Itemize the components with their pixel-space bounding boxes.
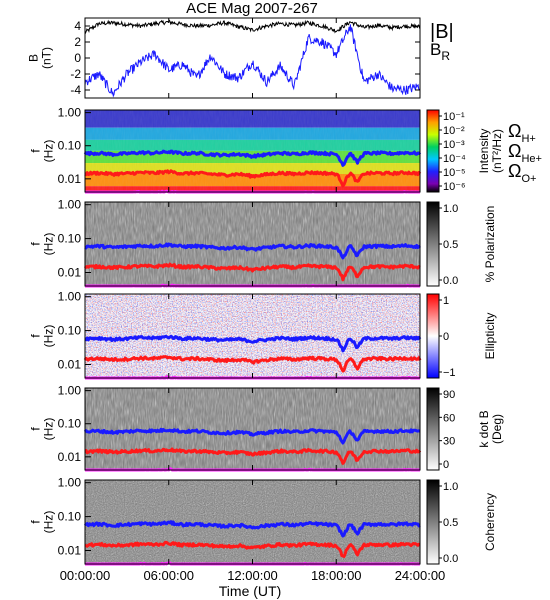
intensity-cbar-label-line: (nT²/Hz) bbox=[490, 129, 504, 173]
kdotb-cbar-tick-label: 0 bbox=[443, 459, 449, 471]
coherency-colorbar bbox=[427, 480, 439, 564]
ellipticity-cbar-tick-label: −1 bbox=[443, 367, 456, 379]
coherency-ylabel-line: (Hz) bbox=[42, 511, 56, 534]
b-legend: |B| BR bbox=[430, 21, 454, 63]
gyro-legend-sub: He+ bbox=[521, 153, 542, 165]
legend-br-main: B bbox=[430, 40, 441, 59]
polarization-cbar-label-line: % Polarization bbox=[483, 206, 497, 283]
polarization-ytick-label: 0.01 bbox=[58, 266, 82, 280]
b-ytick-label: -2 bbox=[70, 67, 81, 81]
intensity-colorbar bbox=[427, 110, 439, 192]
coherency-cbar-tick-label: 0.0 bbox=[443, 553, 458, 565]
ellipticity-ylabel: f(Hz) bbox=[29, 325, 56, 348]
coherency-ylabel: f(Hz) bbox=[29, 511, 56, 534]
kdotb-ytick-label: 0.10 bbox=[58, 417, 82, 431]
intensity-ylabel-line: (Hz) bbox=[42, 140, 56, 163]
intensity-cbar-label: Intensity(nT²/Hz) bbox=[477, 129, 504, 174]
kdotb-cbar-tick-label: 60 bbox=[443, 412, 455, 424]
gyro-legend-symbol: Ω bbox=[508, 141, 521, 161]
b-ytick-label: -4 bbox=[70, 83, 81, 97]
intensity-ytick-label: 1.00 bbox=[58, 106, 82, 120]
coherency-cbar-label-line: Coherency bbox=[483, 493, 497, 551]
coherency-cbar-label: Coherency bbox=[483, 493, 497, 551]
ellipticity-cbar-tick-label: 1 bbox=[443, 295, 449, 307]
kdotb-ytick-label: 1.00 bbox=[58, 384, 82, 398]
gyrofrequency-legend: ΩH+ΩHe+ΩO+ bbox=[508, 121, 542, 185]
coherency-ytick-label: 0.01 bbox=[58, 544, 82, 558]
intensity-cbar-tick-label: 10⁻⁵ bbox=[443, 167, 466, 179]
ellipticity-cbar-label-line: Ellipticity bbox=[483, 313, 497, 360]
x-tick-label: 24:00:00 bbox=[395, 568, 446, 583]
x-tick-label: 18:00:00 bbox=[311, 568, 362, 583]
polarization-ytick-label: 1.00 bbox=[58, 198, 82, 212]
b-ytick-label: 2 bbox=[74, 35, 81, 49]
polarization-cbar-tick-label: 0.0 bbox=[443, 275, 458, 287]
intensity-cbar-label-line: Intensity bbox=[477, 129, 491, 174]
kdotb-ylabel: f(Hz) bbox=[29, 418, 56, 441]
intensity-ytick-label: 0.01 bbox=[58, 172, 82, 186]
polarization-cbar-tick-label: 1.0 bbox=[443, 203, 458, 215]
kdotb-colorbar bbox=[427, 388, 439, 470]
intensity-ylabel: f(Hz) bbox=[29, 140, 56, 163]
kdotb-ylabel-line: f bbox=[29, 427, 43, 431]
intensity-cbar-tick-label: 10⁻¹ bbox=[443, 111, 465, 123]
intensity-cbar-tick-label: 10⁻⁴ bbox=[443, 153, 466, 165]
ellipticity-ylabel-line: (Hz) bbox=[42, 325, 56, 348]
ellipticity-ytick-label: 0.01 bbox=[58, 358, 82, 372]
ellipticity-cbar-tick-label: 0 bbox=[443, 331, 449, 343]
x-tick-label: 00:00:00 bbox=[60, 568, 111, 583]
gyro-legend-symbol: Ω bbox=[508, 161, 521, 181]
legend-br-sub: R bbox=[441, 49, 450, 63]
b-ylabel-line: B bbox=[27, 54, 41, 62]
polarization-cbar-tick-label: 0.5 bbox=[443, 239, 458, 251]
ellipticity-ytick-label: 0.10 bbox=[58, 324, 82, 338]
intensity-ytick-label: 0.10 bbox=[58, 139, 82, 153]
kdotb-ytick-label: 0.01 bbox=[58, 450, 82, 464]
b-ytick-label: 4 bbox=[74, 19, 81, 33]
panel-layer: 420-2-4B(nT)1.000.100.01f(Hz)10⁻¹10⁻²10⁻… bbox=[27, 18, 505, 565]
b-ylabel-line: (nT) bbox=[40, 47, 54, 69]
intensity-texture bbox=[85, 110, 420, 192]
coherency-ytick-label: 1.00 bbox=[58, 476, 82, 490]
b-ylabel: B(nT) bbox=[27, 47, 54, 69]
ellipticity-ylabel-line: f bbox=[29, 334, 43, 338]
intensity-cbar-tick-label: 10⁻² bbox=[443, 125, 465, 137]
coherency-cbar-tick-label: 0.5 bbox=[443, 517, 458, 529]
intensity-cbar-tick-label: 10⁻⁶ bbox=[443, 181, 466, 193]
x-tick-label: 06:00:00 bbox=[143, 568, 194, 583]
x-axis-labels: 00:00:00 06:00:00 12:00:00 18:00:00 24:00:00 bbox=[60, 568, 446, 583]
coherency-ylabel-line: f bbox=[29, 520, 43, 524]
polarization-ylabel-line: f bbox=[29, 242, 43, 246]
ellipticity-ytick-label: 1.00 bbox=[58, 290, 82, 304]
intensity-cbar-tick-label: 10⁻³ bbox=[443, 139, 465, 151]
kdotb-cbar-tick-label: 90 bbox=[443, 389, 455, 401]
kdotb-cbar-label: k dot B(Deg) bbox=[477, 410, 504, 447]
ellipticity-cbar-label: Ellipticity bbox=[483, 313, 497, 360]
kdotb-ylabel-line: (Hz) bbox=[42, 418, 56, 441]
coherency-ytick-label: 0.10 bbox=[58, 510, 82, 524]
polarization-cbar-label: % Polarization bbox=[483, 206, 497, 283]
gyro-legend-symbol: Ω bbox=[508, 121, 521, 141]
gyro-legend-sub: O+ bbox=[521, 173, 536, 185]
b-ytick-label: 0 bbox=[74, 51, 81, 65]
coherency-texture bbox=[85, 480, 420, 564]
gyro-legend-sub: H+ bbox=[521, 133, 535, 145]
intensity-ylabel-line: f bbox=[29, 149, 43, 153]
polarization-ytick-label: 0.10 bbox=[58, 232, 82, 246]
chart-title: ACE Mag 2007-267 bbox=[186, 0, 318, 17]
x-axis-title: Time (UT) bbox=[219, 583, 281, 599]
x-tick-label: 12:00:00 bbox=[227, 568, 278, 583]
kdotb-cbar-tick-label: 30 bbox=[443, 436, 455, 448]
ellipticity-colorbar bbox=[427, 294, 439, 378]
kdotb-cbar-label-line: (Deg) bbox=[490, 414, 504, 444]
kdotb-cbar-label-line: k dot B bbox=[477, 410, 491, 447]
coherency-cbar-tick-label: 1.0 bbox=[443, 481, 458, 493]
legend-br: BR bbox=[430, 40, 450, 63]
kdotb-texture bbox=[85, 388, 420, 470]
polarization-ylabel: f(Hz) bbox=[29, 233, 56, 256]
polarization-ylabel-line: (Hz) bbox=[42, 233, 56, 256]
polarization-colorbar bbox=[427, 202, 439, 286]
